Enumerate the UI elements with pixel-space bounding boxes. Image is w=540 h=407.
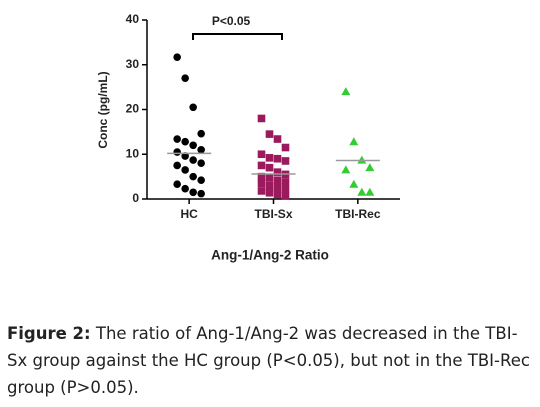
point [341, 87, 351, 96]
point [173, 53, 181, 61]
point [189, 141, 197, 150]
x-axis-label: Ang-1/Ang-2 Ratio [211, 248, 329, 263]
point [181, 74, 189, 82]
point [357, 187, 367, 196]
annotation: P<0.05 [212, 14, 251, 28]
point [197, 189, 205, 198]
point [281, 185, 290, 193]
point [281, 143, 290, 152]
point [273, 190, 282, 199]
caption-text: The ratio of Ang-1/Ang-2 was decreased i… [7, 324, 530, 397]
chart: Ang-1/Ang-2 Ratio Conc (pg/mL) P<0.05 0 1… [96, 12, 400, 263]
point [257, 179, 266, 188]
point [257, 114, 266, 123]
point [189, 156, 197, 164]
point [265, 163, 274, 172]
point [173, 135, 181, 143]
point [349, 179, 359, 188]
point [265, 174, 274, 182]
point [273, 168, 282, 176]
point [365, 163, 375, 172]
point [349, 137, 359, 146]
caption-label: Figure 2: [7, 324, 91, 343]
y-tick-label: 30 [126, 57, 140, 71]
point [257, 150, 266, 159]
point [365, 187, 375, 196]
point [265, 154, 274, 162]
point [173, 180, 181, 189]
point [357, 155, 367, 164]
point [257, 172, 266, 181]
point [281, 157, 290, 165]
y-tick-label: 0 [132, 191, 139, 205]
point [265, 181, 274, 190]
point [281, 192, 290, 200]
point [197, 145, 205, 154]
point [265, 188, 274, 197]
y-axis-label: Conc (pg/mL) [96, 71, 110, 148]
point [189, 103, 197, 112]
x-tick-label: TBI-Rec [335, 207, 381, 221]
x-tick-label: HC [180, 207, 198, 221]
point [173, 161, 181, 170]
point [341, 165, 351, 174]
point [181, 166, 189, 174]
point [197, 129, 205, 138]
point [197, 176, 205, 185]
point [265, 130, 274, 138]
point [257, 161, 266, 170]
y-tick-label: 20 [126, 102, 140, 116]
point [189, 188, 197, 197]
point [273, 176, 282, 185]
point [173, 148, 181, 156]
point [281, 178, 290, 186]
point [197, 159, 205, 167]
point [273, 154, 282, 163]
point [273, 135, 282, 143]
y-tick-label: 10 [126, 146, 140, 160]
point [273, 183, 282, 192]
point [181, 137, 189, 146]
caption: Figure 2: The ratio of Ang-1/Ang-2 was d… [7, 320, 535, 401]
point [189, 172, 197, 181]
y-tick-label: 40 [126, 12, 140, 26]
point [181, 184, 189, 193]
point [257, 187, 266, 195]
significance-bracket [192, 33, 283, 40]
point [181, 152, 189, 160]
x-tick-label: TBI-Sx [254, 207, 292, 221]
